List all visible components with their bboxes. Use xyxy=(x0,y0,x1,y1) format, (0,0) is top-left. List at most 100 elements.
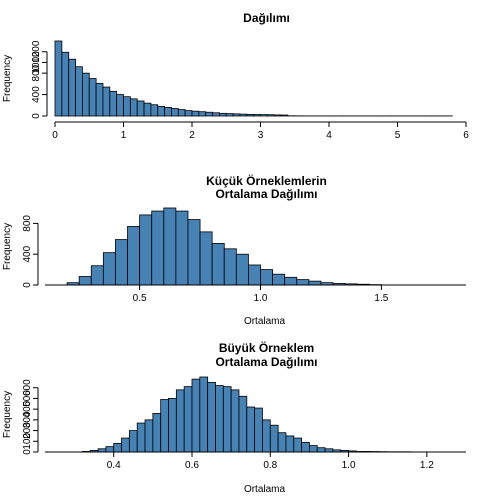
y-tick-label: 400 xyxy=(22,400,33,417)
histogram-bar xyxy=(144,419,154,453)
histogram-bar xyxy=(90,265,104,286)
histogram-bar xyxy=(223,248,237,286)
y-tick-label: 300 xyxy=(22,411,33,428)
histogram-bar xyxy=(239,113,248,117)
histogram-bar xyxy=(273,114,282,117)
histogram-bar xyxy=(308,280,322,286)
histogram-bar xyxy=(61,51,70,117)
x-tick-label: 1.0 xyxy=(342,460,356,471)
histogram-bar xyxy=(163,207,177,286)
x-tick-label: 0 xyxy=(52,130,58,141)
chart-title: Küçük Örneklemlerin xyxy=(206,173,327,188)
histogram-bar xyxy=(280,114,289,117)
histogram-bar xyxy=(225,113,234,117)
histogram-bar xyxy=(123,96,131,117)
histogram-bar xyxy=(191,110,200,117)
y-axis-label: Frequency xyxy=(2,223,13,270)
histogram-bar xyxy=(296,279,310,286)
histogram-bar xyxy=(187,219,201,286)
y-tick-label: 0 xyxy=(31,113,42,119)
histogram-bar xyxy=(82,72,90,117)
histogram-bar xyxy=(136,100,145,117)
histogram-bar xyxy=(109,90,118,117)
x-tick-label: 0.8 xyxy=(263,460,277,471)
x-tick-label: 1.0 xyxy=(254,293,268,304)
histogram-bar xyxy=(254,407,263,453)
x-tick-label: 1.2 xyxy=(420,460,434,471)
chart-title: Büyük Örneklem xyxy=(219,340,314,355)
histogram-bar xyxy=(218,112,227,117)
histogram-bar xyxy=(175,210,189,286)
x-axis-label: Ortalama xyxy=(244,316,286,327)
histogram-bar xyxy=(266,114,275,117)
histogram-bar xyxy=(160,399,169,453)
histogram-bar xyxy=(54,40,63,117)
histogram-bar xyxy=(75,66,83,117)
y-axis-label: Frequency xyxy=(2,391,13,438)
histogram-bar xyxy=(309,445,318,453)
histogram-bar xyxy=(246,113,255,117)
y-tick-label: 0 xyxy=(22,282,33,288)
chart-title: Ortalama Dağılımı xyxy=(215,187,317,201)
histogram-bar xyxy=(175,389,185,453)
x-tick-label: 1.5 xyxy=(374,293,388,304)
y-tick-label: 1000 xyxy=(31,51,42,74)
x-tick-label: 5 xyxy=(395,130,401,141)
histogram-bar xyxy=(168,398,177,453)
histogram-bar xyxy=(113,443,122,453)
y-tick-label: 0 xyxy=(22,449,33,455)
histogram-bar xyxy=(248,264,261,286)
histogram-bar xyxy=(95,82,104,117)
histogram-bar xyxy=(139,214,153,286)
histogram-bar xyxy=(157,105,165,117)
histogram-bar xyxy=(150,104,159,117)
histogram-bar xyxy=(301,441,310,453)
histogram-bar xyxy=(238,395,248,453)
histogram-bar xyxy=(143,102,152,117)
histogram-bar xyxy=(293,437,302,453)
histogram-bar xyxy=(207,381,216,453)
histogram-bar xyxy=(277,432,287,453)
x-tick-label: 0.5 xyxy=(133,293,147,304)
histogram-bar xyxy=(222,386,232,453)
histogram-bar xyxy=(246,406,256,453)
histogram-bar xyxy=(212,112,220,117)
chart-title: Dağılımı xyxy=(243,11,290,25)
histogram-bar xyxy=(230,389,240,453)
histogram-bar xyxy=(177,109,186,117)
y-tick-label: 400 xyxy=(22,245,33,262)
histogram-bar xyxy=(152,413,162,453)
histogram-bar xyxy=(199,376,209,453)
x-tick-label: 0.6 xyxy=(185,460,199,471)
histogram-bar xyxy=(171,108,179,117)
histogram-bar xyxy=(115,239,128,286)
histogram-bar xyxy=(316,447,326,453)
histogram-bar xyxy=(88,78,97,117)
histogram-bar xyxy=(184,110,193,117)
x-tick-label: 0.4 xyxy=(107,460,121,471)
histogram-bar xyxy=(129,98,138,117)
histogram-bar xyxy=(127,226,141,286)
x-tick-label: 6 xyxy=(463,130,469,141)
histogram-bar xyxy=(285,435,295,453)
x-tick-label: 1 xyxy=(121,130,127,141)
histogram-bar xyxy=(235,253,249,286)
chart-title: Ortalama Dağılımı xyxy=(215,355,317,369)
x-tick-label: 4 xyxy=(326,130,332,141)
histogram-bar xyxy=(116,94,124,117)
y-tick-label: 400 xyxy=(31,86,42,103)
histogram-bar xyxy=(121,437,130,453)
histogram-bar xyxy=(78,276,92,286)
histogram-bar xyxy=(136,422,146,453)
x-axis-label: Ortalama xyxy=(244,484,286,495)
histogram-bar xyxy=(183,386,193,453)
y-tick-label: 600 xyxy=(22,379,33,396)
histogram-bar xyxy=(262,419,271,453)
y-tick-label: 800 xyxy=(22,215,33,232)
histogram-bar xyxy=(164,107,172,117)
histogram-bar xyxy=(205,111,213,117)
histogram-bar xyxy=(215,385,224,453)
histogram-bar xyxy=(269,424,279,453)
histogram-bar xyxy=(128,430,138,453)
histogram-bar xyxy=(68,58,76,117)
